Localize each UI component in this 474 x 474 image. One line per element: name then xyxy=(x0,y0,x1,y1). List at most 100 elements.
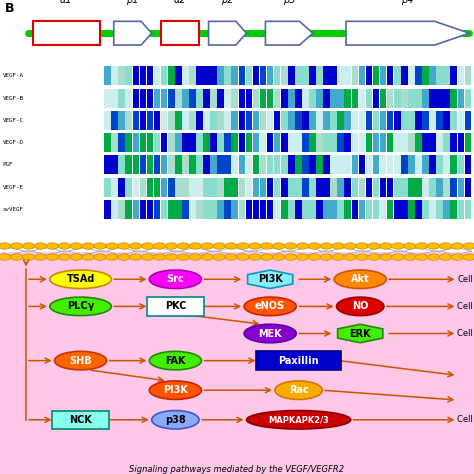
Bar xyxy=(238,178,245,197)
Bar xyxy=(373,111,379,130)
Bar xyxy=(182,66,189,85)
Bar xyxy=(154,111,160,130)
Bar xyxy=(274,200,281,219)
Bar xyxy=(316,111,323,130)
Bar xyxy=(309,133,316,152)
Bar xyxy=(288,111,295,130)
Bar xyxy=(394,133,401,152)
Circle shape xyxy=(213,243,225,249)
Circle shape xyxy=(463,243,474,249)
Bar xyxy=(175,200,182,219)
Bar xyxy=(401,178,408,197)
Bar xyxy=(161,89,167,108)
Bar xyxy=(380,111,386,130)
Bar xyxy=(0,228,474,252)
Bar xyxy=(436,178,443,197)
Circle shape xyxy=(94,243,106,249)
Bar xyxy=(203,200,210,219)
Bar xyxy=(365,155,372,174)
Bar xyxy=(217,111,224,130)
Bar xyxy=(330,89,337,108)
Bar xyxy=(295,133,301,152)
Circle shape xyxy=(10,254,23,260)
Circle shape xyxy=(428,243,440,249)
Ellipse shape xyxy=(246,410,351,429)
Bar xyxy=(295,200,301,219)
Bar xyxy=(182,155,189,174)
Bar xyxy=(182,200,189,219)
Bar xyxy=(387,89,393,108)
Circle shape xyxy=(392,254,404,260)
Bar xyxy=(267,200,273,219)
Ellipse shape xyxy=(244,324,296,343)
Bar xyxy=(288,133,295,152)
Bar xyxy=(246,155,252,174)
Bar xyxy=(210,200,217,219)
FancyBboxPatch shape xyxy=(147,297,204,316)
Circle shape xyxy=(273,243,285,249)
Ellipse shape xyxy=(55,351,107,370)
Circle shape xyxy=(296,254,309,260)
Ellipse shape xyxy=(337,297,384,316)
Bar xyxy=(133,111,139,130)
Bar xyxy=(253,66,259,85)
Bar xyxy=(118,133,125,152)
Bar xyxy=(415,200,422,219)
Bar xyxy=(345,178,351,197)
Bar xyxy=(118,200,125,219)
Bar xyxy=(126,111,132,130)
Bar xyxy=(111,89,118,108)
Bar xyxy=(126,66,132,85)
Bar xyxy=(373,89,379,108)
Bar xyxy=(337,89,344,108)
Bar xyxy=(189,89,196,108)
Bar xyxy=(394,178,401,197)
Ellipse shape xyxy=(334,270,386,289)
Bar xyxy=(260,178,266,197)
Bar xyxy=(118,66,125,85)
Bar xyxy=(203,133,210,152)
Bar xyxy=(436,200,443,219)
Bar xyxy=(281,111,288,130)
Bar xyxy=(429,155,436,174)
Bar xyxy=(126,200,132,219)
Bar xyxy=(238,66,245,85)
Bar xyxy=(231,111,238,130)
Bar xyxy=(210,111,217,130)
Text: β3: β3 xyxy=(283,0,295,5)
Circle shape xyxy=(34,243,46,249)
Bar xyxy=(465,133,471,152)
Bar xyxy=(224,66,231,85)
Bar xyxy=(401,111,408,130)
Circle shape xyxy=(213,254,225,260)
Bar xyxy=(267,66,273,85)
Bar xyxy=(295,111,301,130)
Text: α1: α1 xyxy=(60,0,73,5)
Bar xyxy=(140,66,146,85)
Bar xyxy=(465,155,471,174)
Bar xyxy=(330,155,337,174)
Bar xyxy=(210,155,217,174)
Bar xyxy=(450,66,457,85)
Bar xyxy=(281,66,288,85)
Bar xyxy=(373,66,379,85)
Circle shape xyxy=(154,254,166,260)
Bar xyxy=(302,89,309,108)
Text: β4: β4 xyxy=(401,0,414,5)
Bar xyxy=(196,111,203,130)
Bar xyxy=(231,155,238,174)
Circle shape xyxy=(58,243,71,249)
Bar xyxy=(436,111,443,130)
Circle shape xyxy=(415,254,428,260)
Bar xyxy=(450,111,457,130)
Bar xyxy=(450,200,457,219)
Bar xyxy=(465,111,471,130)
Bar xyxy=(210,178,217,197)
Bar xyxy=(302,155,309,174)
Bar xyxy=(161,66,167,85)
Bar xyxy=(210,66,217,85)
Text: svVEGF: svVEGF xyxy=(2,207,23,212)
Bar xyxy=(394,66,401,85)
Bar xyxy=(436,89,443,108)
Bar xyxy=(146,200,153,219)
